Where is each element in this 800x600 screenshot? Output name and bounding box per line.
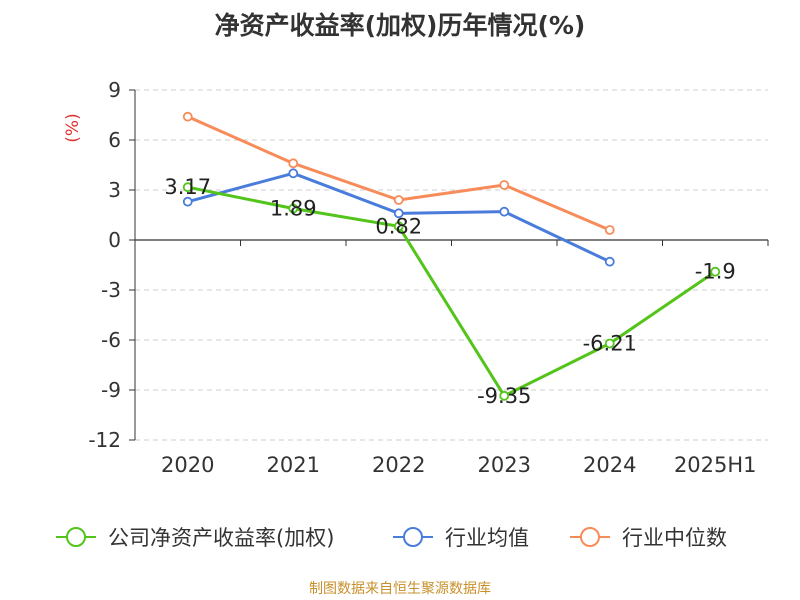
x-tick-label: 2021: [267, 453, 320, 477]
axes: [129, 89, 769, 441]
data-labels: 3.17 1.89 0.82 -9.35 -6.21 -1.9: [164, 175, 735, 408]
y-tick-label: 6: [108, 128, 121, 152]
series-line: [186, 185, 717, 398]
legend-label: 公司净资产收益率(加权): [108, 526, 334, 550]
series-point: [604, 225, 615, 235]
x-tick-label: 2024: [583, 453, 636, 477]
series-point: [604, 256, 615, 267]
data-label: 3.17: [164, 175, 211, 199]
data-label: -6.21: [583, 332, 637, 356]
y-tick-label: 9: [108, 78, 121, 102]
series-point: [288, 158, 299, 169]
legend: 公司净资产收益率(加权) 行业均值 行业中位数: [56, 526, 727, 550]
data-label: 0.82: [375, 214, 422, 238]
y-tick-label: -9: [101, 378, 121, 402]
tick-labels: 9 6 3 0 -3 -6 -9 -12 2020 2021 2022 2023 2024 2025H1 (…: [63, 78, 757, 477]
y-tick-label: 3: [108, 178, 121, 202]
data-label: -9.35: [477, 384, 531, 408]
y-tick-label: -3: [101, 278, 121, 302]
series-point: [393, 208, 404, 219]
series-point: [182, 196, 193, 207]
y-tick-label: 0: [108, 228, 121, 252]
series-point: [393, 221, 404, 232]
series-points: [182, 111, 721, 401]
series-point: [182, 111, 193, 122]
data-label: 1.89: [270, 197, 317, 221]
grid-lines: [135, 89, 768, 441]
chart-title: 净资产收益率(加权)历年情况(%): [214, 11, 586, 40]
x-tick-label: 2020: [161, 453, 214, 477]
series-point: [288, 168, 299, 179]
series-point: [288, 203, 299, 214]
legend-label: 行业中位数: [622, 526, 727, 550]
series-point: [499, 180, 510, 190]
legend-marker: [403, 527, 423, 547]
y-tick-label: -12: [88, 428, 121, 452]
y-tick-label: -6: [101, 328, 121, 352]
legend-marker: [580, 527, 600, 547]
series-point: [499, 390, 510, 401]
series-point: [499, 206, 510, 217]
legend-label: 行业均值: [445, 526, 529, 550]
legend-marker: [66, 527, 86, 547]
y-axis-label: (%): [63, 113, 83, 142]
x-tick-label: 2025H1: [674, 453, 757, 477]
chart-source: 制图数据来自恒生聚源数据库: [309, 581, 491, 597]
data-label: -1.9: [695, 260, 736, 284]
series-point: [393, 195, 404, 205]
series-point: [710, 266, 721, 277]
series-point: [604, 338, 615, 349]
x-tick-label: 2022: [372, 453, 425, 477]
series-point: [182, 182, 193, 193]
x-tick-label: 2023: [478, 453, 531, 477]
